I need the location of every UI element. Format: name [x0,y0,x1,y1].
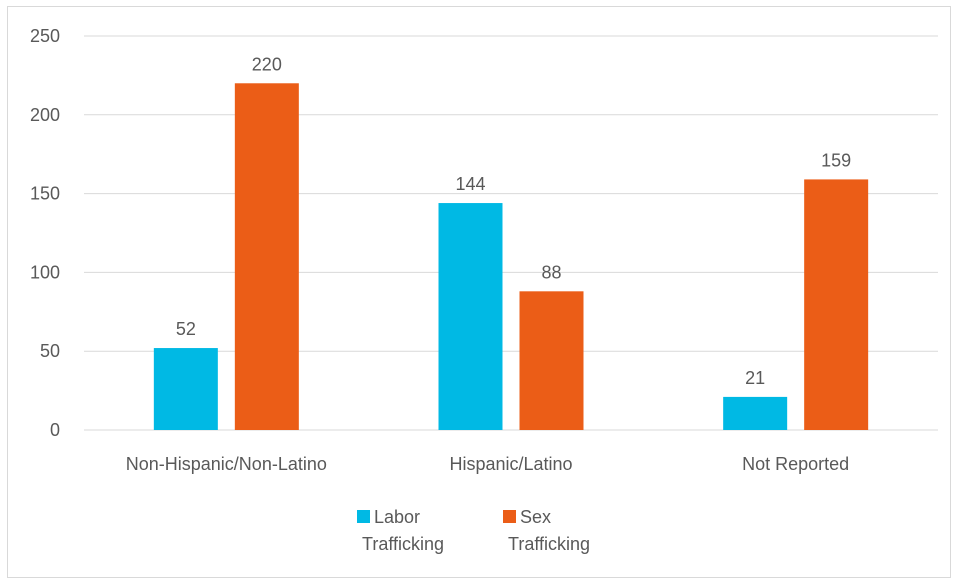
data-label: 144 [455,174,485,194]
bar [153,348,218,430]
x-tick-label: Non-Hispanic/Non-Latino [126,454,327,474]
data-label: 88 [541,262,561,282]
y-tick-label: 200 [30,105,60,125]
y-tick-label: 250 [30,26,60,46]
legend-label: Trafficking [508,534,590,554]
legend-swatch [357,510,370,523]
data-label: 52 [176,319,196,339]
y-tick-label: 100 [30,262,60,282]
legend-swatch [503,510,516,523]
y-tick-label: 150 [30,184,60,204]
bar [438,203,503,430]
data-label: 159 [821,150,851,170]
data-label: 21 [745,368,765,388]
x-tick-label: Hispanic/Latino [449,454,572,474]
y-tick-label: 0 [50,420,60,440]
data-label: 220 [252,54,282,74]
legend-label: Trafficking [362,534,444,554]
legend-label: Sex [520,507,551,527]
y-tick-label: 50 [40,341,60,361]
bar [234,83,299,430]
bar [804,179,869,430]
x-tick-label: Not Reported [742,454,849,474]
bar [723,396,788,430]
legend-label: Labor [374,507,420,527]
bar [519,291,584,430]
